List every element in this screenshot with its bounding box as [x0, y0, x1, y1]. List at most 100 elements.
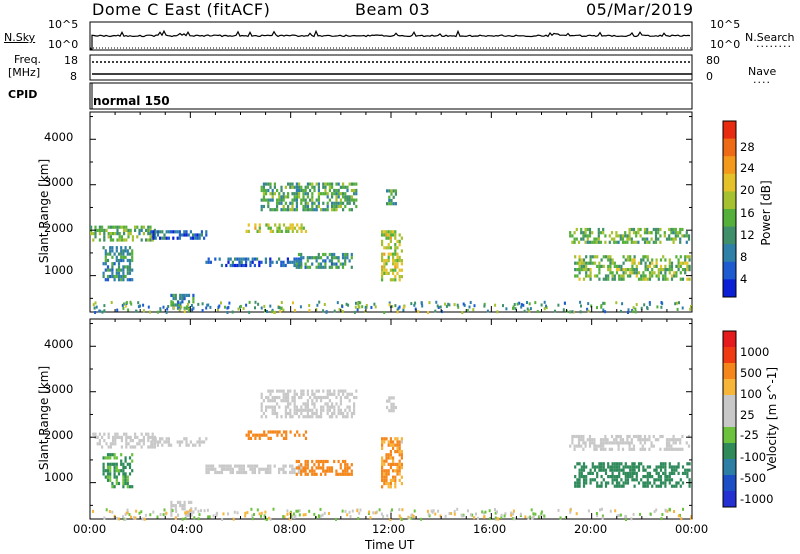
velocity-near-range-scatter [92, 507, 693, 521]
power-colorbar-cell [723, 173, 736, 192]
power-colorbar-cell [723, 244, 736, 263]
velocity-echo-region [569, 434, 691, 451]
nave-tick-top: 80 [706, 54, 720, 67]
nave-dots: ···· [753, 76, 771, 89]
cpid-label: CPID [8, 88, 38, 101]
velocity-echo-region [381, 437, 403, 489]
power-cb-tick-8: 8 [740, 250, 748, 264]
velocity-colorbar-cell [723, 331, 736, 348]
nsky-tick-top: 10^5 [48, 18, 79, 31]
nsearch-label: N.Search [745, 31, 795, 44]
vel-cb-tick-25: 25 [740, 408, 755, 422]
power-near-range-scatter [92, 300, 692, 315]
power-colorbar-cell [723, 261, 736, 280]
velocity-colorbar-cell [723, 363, 736, 380]
velocity-plot-frame [89, 318, 693, 520]
power-colorbar-cell [723, 209, 736, 228]
xtick-2000: 20:00 [574, 522, 608, 536]
vel-cb-tick-500: 500 [740, 366, 762, 380]
freq-tick-top: 18 [64, 54, 78, 67]
xtick-1200: 12:00 [372, 522, 406, 536]
velocity-echo-region [102, 453, 134, 489]
power-echo-region [260, 182, 358, 212]
velocity-echo-region [92, 432, 156, 449]
power-colorbar-cell [723, 226, 736, 245]
power-colorbar-cell [723, 279, 736, 298]
nsky-panel-frame [89, 21, 693, 51]
power-colorbar-cell [723, 138, 736, 157]
power-echo-region [295, 252, 353, 269]
power-echo-region [245, 223, 308, 233]
velocity-colorbar-cell [723, 443, 736, 460]
power-colorbar-cell [723, 191, 736, 210]
power-echo-region [150, 230, 208, 240]
power-echo-region [381, 230, 403, 282]
velocity-colorbar-cell [723, 459, 736, 476]
freq-label: Freq. [14, 53, 42, 66]
xaxis-label: Time UT [365, 538, 415, 552]
vel-cb-tick-1000: 1000 [740, 345, 770, 359]
nave-tick-bottom: 0 [706, 70, 713, 83]
nsearch-tick-bottom: 10^0 [710, 38, 741, 51]
velocity-ytick-4000: 4000 [44, 337, 74, 351]
velocity-echo-region [574, 462, 691, 488]
power-colorbar-cell [723, 121, 736, 140]
nsky-trace [90, 29, 691, 50]
power-echo-region [386, 189, 397, 206]
cpid-panel-frame [89, 82, 693, 110]
velocity-echo-region [205, 464, 303, 475]
velocity-colorbar-cell [723, 395, 736, 412]
velocity-colorbar-cell [723, 491, 736, 508]
vel-cb-tick-neg25: -25 [740, 428, 759, 442]
vel-cb-tick-neg500: -500 [740, 471, 767, 485]
velocity-colorbar-cell [723, 475, 736, 492]
power-ytick-2000: 2000 [44, 221, 74, 235]
xtick-0000: 00:00 [73, 522, 107, 536]
power-echo-region [90, 225, 156, 242]
nsearch-dots: ········ [756, 40, 792, 53]
velocity-ytick-1000: 1000 [44, 470, 74, 484]
velocity-colorbar-frame [722, 330, 737, 508]
velocity-colorbar-cell [723, 379, 736, 396]
nsky-tick-bottom: 10^0 [48, 38, 79, 51]
power-cb-tick-4: 4 [740, 272, 748, 286]
velocity-echo-region [245, 430, 308, 440]
power-colorbar-frame [722, 120, 737, 298]
beam-title: Beam 03 [355, 0, 431, 19]
freq-unit: [MHz] [8, 66, 41, 79]
station-title: Dome C East (fitACF) [92, 0, 271, 19]
cpid-value: normal 150 [93, 94, 170, 108]
power-cb-tick-16: 16 [740, 206, 755, 220]
xtick-0800: 08:00 [273, 522, 307, 536]
freq-tick-bottom: 8 [70, 70, 77, 83]
velocity-echo-region [170, 500, 197, 517]
nsky-label: N.Sky [4, 31, 36, 44]
power-plot-frame [89, 111, 693, 313]
power-colorbar-cell [723, 156, 736, 175]
vel-cb-tick-neg1000: -1000 [740, 492, 774, 506]
velocity-colorbar-cell [723, 411, 736, 428]
freq-panel-frame [89, 54, 693, 81]
velocity-ytick-2000: 2000 [44, 428, 74, 442]
power-cb-tick-12: 12 [740, 228, 755, 242]
power-cb-tick-20: 20 [740, 183, 755, 197]
velocity-echo-region [260, 389, 358, 419]
power-ytick-3000: 3000 [44, 175, 74, 189]
nave-label: Nave [748, 65, 777, 78]
power-echo-region [569, 227, 691, 244]
xtick-0000-end: 00:00 [675, 522, 709, 536]
power-cb-tick-24: 24 [740, 161, 755, 175]
power-echo-region [102, 246, 134, 282]
power-ytick-1000: 1000 [44, 263, 74, 277]
power-cb-tick-28: 28 [740, 140, 755, 154]
power-ytick-4000: 4000 [44, 130, 74, 144]
xtick-0400: 04:00 [170, 522, 204, 536]
nsearch-tick-top: 10^5 [710, 18, 741, 31]
velocity-echo-region [150, 437, 208, 447]
power-echo-region [574, 255, 691, 281]
vel-cb-tick-100: 100 [740, 387, 762, 401]
velocity-colorbar-cell [723, 427, 736, 444]
velocity-colorbar-cell [723, 347, 736, 364]
xtick-1600: 16:00 [473, 522, 507, 536]
